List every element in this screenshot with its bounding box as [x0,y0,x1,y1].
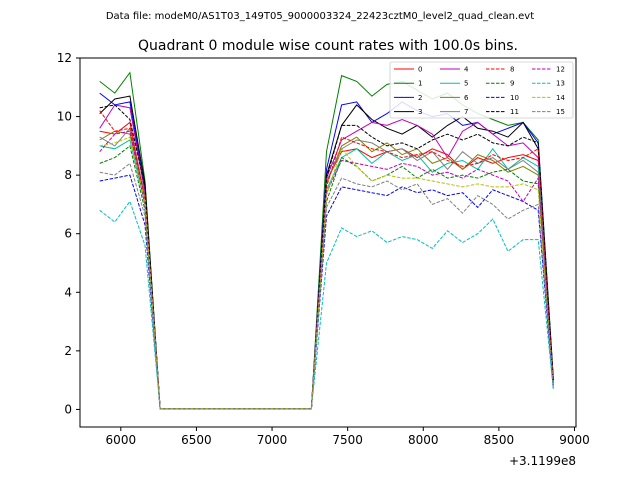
x-tick-label: 9000 [559,433,590,447]
legend-label-11: 11 [510,108,519,116]
legend-label-5: 5 [464,80,468,88]
x-tick-label: 6000 [106,433,137,447]
axes-frame [79,57,577,428]
y-tick-label: 10 [57,110,72,124]
figure-suptitle: Data file: modeM0/AS1T03_149T05_90000033… [106,11,534,22]
y-tick-label: 4 [64,285,72,299]
legend-label-2: 2 [418,94,422,102]
y-axis-ticks: 0 2 4 6 8 10 12 [57,51,80,416]
legend-label-4: 4 [464,66,469,74]
y-tick-label: 0 [64,402,72,416]
y-tick-label: 12 [57,51,72,65]
y-tick-label: 6 [64,227,72,241]
legend-label-10: 10 [510,94,519,102]
legend-label-3: 3 [418,108,422,116]
x-tick-label: 8500 [484,433,515,447]
legend-label-15: 15 [556,108,565,116]
x-tick-label: 6500 [181,433,212,447]
legend-label-9: 9 [510,80,514,88]
legend-label-6: 6 [464,94,469,102]
legend-label-1: 1 [418,80,422,88]
x-axis-offset-label: +3.1199e8 [509,454,576,468]
legend-label-14: 14 [556,94,565,102]
x-tick-label: 7000 [257,433,288,447]
legend-label-0: 0 [418,66,422,74]
series-line-15 [99,162,554,410]
series-layer [99,71,554,410]
legend-box [389,61,574,119]
legend-label-7: 7 [464,108,468,116]
y-tick-label: 8 [64,168,72,182]
x-tick-label: 8000 [408,433,439,447]
x-axis-ticks: 6000 6500 7000 7500 8000 8500 9000 [106,427,590,447]
legend-label-13: 13 [556,80,565,88]
x-tick-label: 7500 [332,433,363,447]
legend-label-12: 12 [556,66,565,74]
legend-label-8: 8 [510,66,514,74]
y-tick-label: 2 [64,344,72,358]
chart-title: Quadrant 0 module wise count rates with … [138,38,518,54]
